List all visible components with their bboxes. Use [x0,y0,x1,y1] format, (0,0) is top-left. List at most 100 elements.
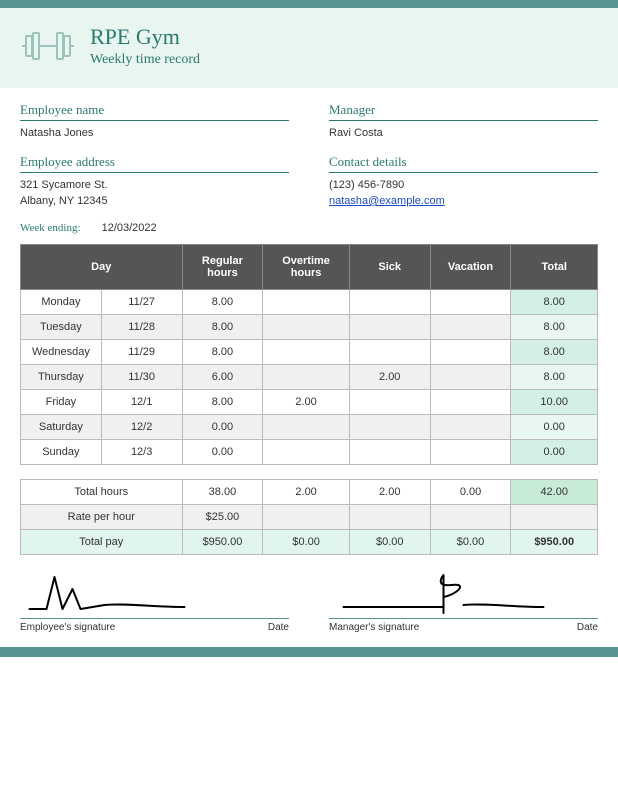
address-line1: 321 Sycamore St. [20,177,289,194]
total-hours-overtime: 2.00 [263,479,350,504]
cell-regular: 8.00 [182,289,263,314]
manager-label: Manager [329,102,598,121]
cell-day: Thursday [21,364,102,389]
total-hours-vacation: 0.00 [430,479,511,504]
table-row: Tuesday11/288.008.00 [21,314,598,339]
employee-signature-glyph [20,567,289,615]
cell-date: 12/1 [101,389,182,414]
total-hours-label: Total hours [21,479,183,504]
cell-overtime [263,414,350,439]
cell-day: Monday [21,289,102,314]
contact-label: Contact details [329,154,598,173]
summary-table: Total hours 38.00 2.00 2.00 0.00 42.00 R… [20,479,598,555]
cell-sick [349,439,430,464]
cell-date: 11/29 [101,339,182,364]
rate-value: $25.00 [182,504,263,529]
table-row: Wednesday11/298.008.00 [21,339,598,364]
th-overtime: Overtime hours [263,244,350,289]
time-table: Day Regular hours Overtime hours Sick Va… [20,244,598,465]
contact-email-link[interactable]: natasha@example.com [329,195,445,207]
employee-name-label: Employee name [20,102,289,121]
total-pay-overtime: $0.00 [263,529,350,554]
th-vacation: Vacation [430,244,511,289]
th-sick: Sick [349,244,430,289]
cell-overtime [263,314,350,339]
employee-signature-label: Employee's signature [20,622,115,633]
th-day: Day [21,244,183,289]
cell-date: 12/3 [101,439,182,464]
manager-name: Ravi Costa [329,125,598,142]
cell-regular: 0.00 [182,414,263,439]
week-ending-value: 12/03/2022 [102,222,157,234]
cell-total: 10.00 [511,389,598,414]
table-row: Thursday11/306.002.008.00 [21,364,598,389]
manager-signature-date-label: Date [577,622,598,633]
table-row: Saturday12/20.000.00 [21,414,598,439]
cell-day: Sunday [21,439,102,464]
th-total: Total [511,244,598,289]
cell-vacation [430,414,511,439]
cell-sick [349,389,430,414]
total-hours-total: 42.00 [511,479,598,504]
cell-total: 8.00 [511,289,598,314]
total-hours-regular: 38.00 [182,479,263,504]
manager-signature-glyph [329,567,598,615]
total-pay-total: $950.00 [511,529,598,554]
cell-sick [349,414,430,439]
doc-subtitle: Weekly time record [90,52,200,68]
contact-phone: (123) 456-7890 [329,177,598,194]
cell-overtime [263,439,350,464]
manager-signature-label: Manager's signature [329,622,419,633]
cell-regular: 8.00 [182,314,263,339]
cell-vacation [430,439,511,464]
cell-vacation [430,339,511,364]
dumbbell-icon [20,28,76,64]
week-ending-label: Week ending: [20,222,81,234]
cell-overtime [263,289,350,314]
total-pay-vacation: $0.00 [430,529,511,554]
rate-label: Rate per hour [21,504,183,529]
cell-total: 0.00 [511,439,598,464]
table-row: Sunday12/30.000.00 [21,439,598,464]
table-row: Monday11/278.008.00 [21,289,598,314]
cell-day: Tuesday [21,314,102,339]
cell-overtime [263,339,350,364]
total-pay-sick: $0.00 [349,529,430,554]
total-hours-sick: 2.00 [349,479,430,504]
cell-total: 8.00 [511,339,598,364]
cell-regular: 8.00 [182,339,263,364]
cell-vacation [430,364,511,389]
cell-vacation [430,289,511,314]
cell-total: 0.00 [511,414,598,439]
employee-signature-date-label: Date [268,622,289,633]
cell-sick [349,314,430,339]
cell-overtime [263,364,350,389]
total-pay-label: Total pay [21,529,183,554]
rate-empty2 [349,504,430,529]
total-pay-regular: $950.00 [182,529,263,554]
company-name: RPE Gym [90,24,200,50]
rate-empty4 [511,504,598,529]
cell-sick: 2.00 [349,364,430,389]
cell-vacation [430,389,511,414]
header-band: RPE Gym Weekly time record [0,8,618,88]
cell-regular: 0.00 [182,439,263,464]
table-row: Friday12/18.002.00 10.00 [21,389,598,414]
employee-address-label: Employee address [20,154,289,173]
cell-sick [349,339,430,364]
th-regular: Regular hours [182,244,263,289]
cell-regular: 8.00 [182,389,263,414]
cell-day: Wednesday [21,339,102,364]
address-line2: Albany, NY 12345 [20,193,289,210]
cell-date: 11/28 [101,314,182,339]
cell-total: 8.00 [511,364,598,389]
bottom-accent-bar [0,647,618,657]
employee-name: Natasha Jones [20,125,289,142]
cell-overtime: 2.00 [263,389,350,414]
cell-sick [349,289,430,314]
cell-day: Friday [21,389,102,414]
cell-date: 11/27 [101,289,182,314]
top-accent-bar [0,0,618,8]
cell-date: 11/30 [101,364,182,389]
cell-vacation [430,314,511,339]
